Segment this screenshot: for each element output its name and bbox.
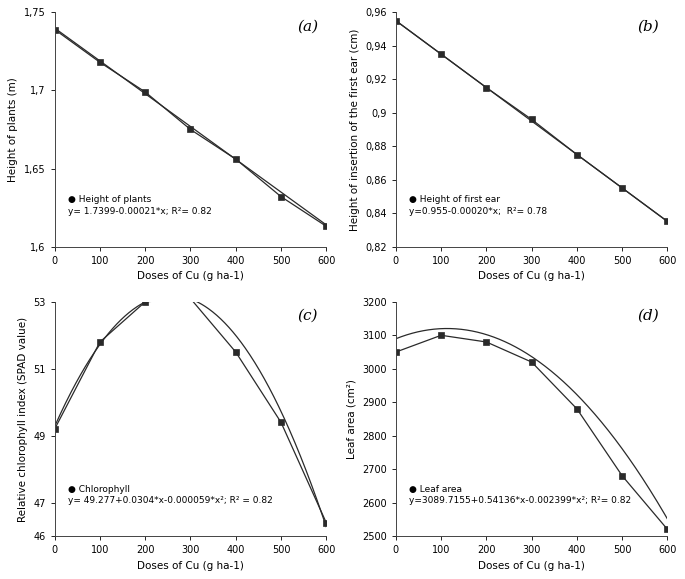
- X-axis label: Doses of Cu (g ha-1): Doses of Cu (g ha-1): [478, 271, 585, 281]
- Text: ● Chlorophyll
y= 49.277+0.0304*x-0.000059*x²; R² = 0.82: ● Chlorophyll y= 49.277+0.0304*x-0.00005…: [68, 485, 273, 505]
- Text: (a): (a): [297, 19, 318, 34]
- Text: ● Height of plants
y= 1.7399-0.00021*x; R²= 0.82: ● Height of plants y= 1.7399-0.00021*x; …: [68, 195, 212, 216]
- Y-axis label: Height of insertion of the first ear (cm): Height of insertion of the first ear (cm…: [349, 28, 360, 230]
- X-axis label: Doses of Cu (g ha-1): Doses of Cu (g ha-1): [137, 560, 244, 571]
- Y-axis label: Relative chlorophyll index (SPAD value): Relative chlorophyll index (SPAD value): [18, 316, 27, 522]
- Text: (b): (b): [638, 19, 660, 34]
- Text: (d): (d): [638, 309, 660, 323]
- Text: ● Leaf area
y=3089.7155+0.54136*x-0.002399*x²; R²= 0.82: ● Leaf area y=3089.7155+0.54136*x-0.0023…: [410, 485, 632, 505]
- Text: (c): (c): [297, 309, 318, 323]
- X-axis label: Doses of Cu (g ha-1): Doses of Cu (g ha-1): [478, 560, 585, 571]
- Y-axis label: Height of plants (m): Height of plants (m): [8, 77, 18, 182]
- Y-axis label: Leaf area (cm²): Leaf area (cm²): [347, 379, 357, 459]
- Text: ● Height of first ear
y=0.955-0.00020*x;  R²= 0.78: ● Height of first ear y=0.955-0.00020*x;…: [410, 195, 547, 216]
- X-axis label: Doses of Cu (g ha-1): Doses of Cu (g ha-1): [137, 271, 244, 281]
